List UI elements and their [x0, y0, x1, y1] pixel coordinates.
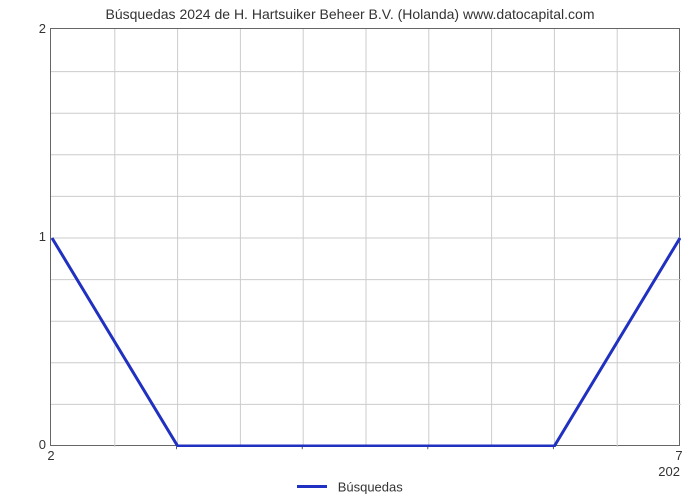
x-minor-tick: ' — [292, 446, 312, 457]
chart-svg — [51, 29, 681, 447]
legend: Búsquedas — [0, 478, 700, 496]
y-tick-label: 2 — [28, 21, 46, 36]
chart-title: Búsquedas 2024 de H. Hartsuiker Beheer B… — [0, 6, 700, 22]
x-minor-tick: ' — [418, 446, 438, 457]
x-axis-sublabel: 202 — [658, 464, 680, 479]
legend-series-label: Búsquedas — [338, 479, 403, 494]
x-minor-tick: ' — [167, 446, 187, 457]
x-tick-label: 7 — [669, 448, 689, 463]
x-tick-label: 2 — [41, 448, 61, 463]
legend-line-icon — [297, 485, 327, 488]
chart-container: Búsquedas 2024 de H. Hartsuiker Beheer B… — [0, 0, 700, 500]
y-tick-label: 1 — [28, 229, 46, 244]
plot-area — [50, 28, 680, 446]
x-minor-tick: ' — [543, 446, 563, 457]
